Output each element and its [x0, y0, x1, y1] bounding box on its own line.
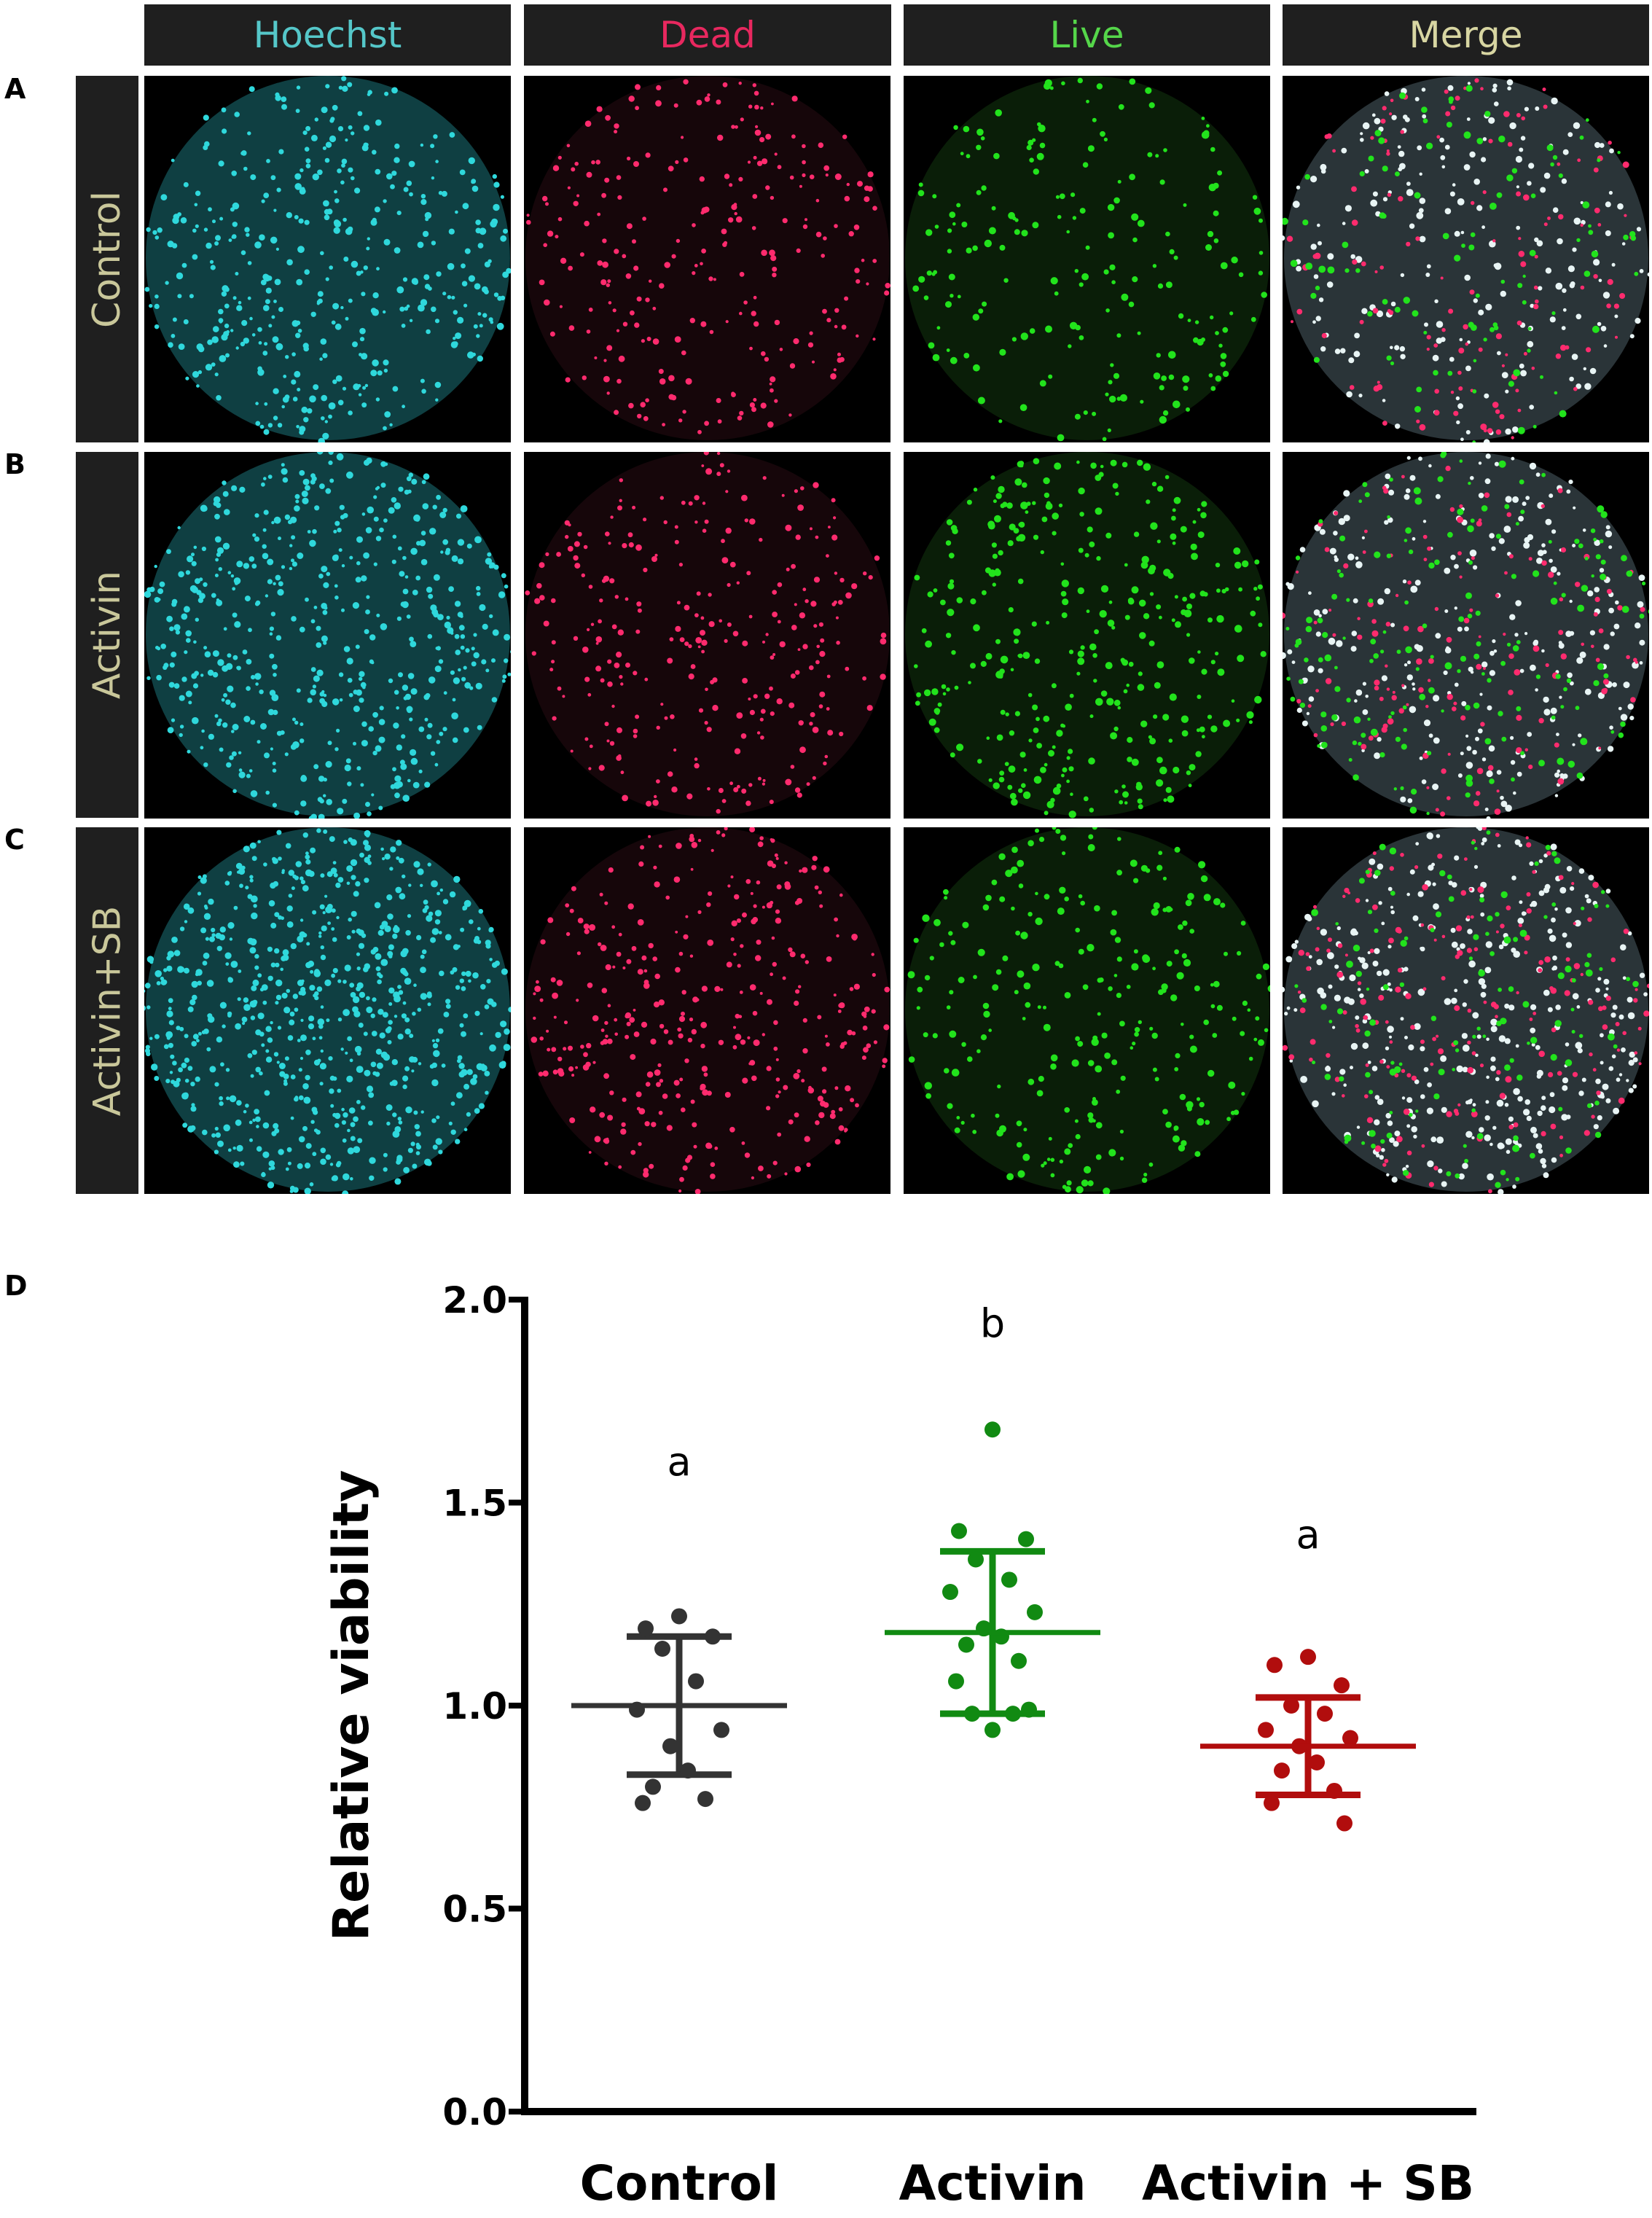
micrograph-activin-merge — [1283, 452, 1649, 819]
micrograph-activin-sb-live — [904, 827, 1270, 1194]
data-point — [1267, 1657, 1283, 1674]
column-header-hoechst: Hoechst — [144, 4, 511, 66]
column-header-live: Live — [904, 4, 1270, 66]
data-point — [1021, 1701, 1037, 1718]
data-point — [1326, 1782, 1342, 1799]
panel-letter-a: A — [4, 73, 26, 105]
micrograph-activin-dead — [524, 452, 890, 819]
panel-letter-c: C — [4, 824, 25, 856]
y-tick-label: 2.0 — [442, 1279, 507, 1321]
column-header-label: Merge — [1409, 14, 1523, 56]
data-point — [964, 1706, 980, 1722]
data-point — [958, 1636, 974, 1653]
data-point — [951, 1523, 967, 1539]
data-point — [654, 1641, 670, 1657]
data-point — [942, 1584, 958, 1601]
data-point — [645, 1778, 661, 1795]
row-label-activin: Activin — [76, 452, 138, 818]
x-category-label: Activin + SB — [1142, 2155, 1474, 2211]
significance-letter: a — [667, 1439, 691, 1485]
data-point — [688, 1673, 704, 1690]
data-point — [705, 1628, 721, 1645]
data-point — [1317, 1706, 1333, 1722]
data-point — [1011, 1652, 1027, 1669]
data-point — [1336, 1815, 1352, 1832]
data-point — [1283, 1698, 1299, 1714]
data-point — [1258, 1722, 1274, 1738]
micrograph-activin-sb-dead — [524, 827, 890, 1194]
y-axis-label: Relative viability — [323, 1470, 380, 1942]
data-point — [1274, 1762, 1290, 1779]
data-point — [1300, 1649, 1316, 1666]
data-point — [671, 1608, 687, 1625]
data-point — [984, 1722, 1001, 1738]
data-point — [1001, 1571, 1017, 1588]
data-point — [662, 1738, 678, 1754]
data-point — [948, 1673, 964, 1690]
data-point — [638, 1620, 654, 1637]
data-point — [697, 1791, 713, 1808]
data-point — [713, 1722, 729, 1738]
column-header-label: Live — [1049, 14, 1124, 56]
micrograph-control-merge — [1283, 76, 1649, 442]
panel-letter-b: B — [4, 448, 26, 480]
micrograph-control-dead — [524, 76, 890, 442]
data-point — [1027, 1604, 1043, 1620]
data-point — [968, 1551, 984, 1568]
data-point — [1264, 1795, 1280, 1811]
panel-letter-d: D — [4, 1270, 28, 1302]
data-point — [1342, 1730, 1358, 1746]
significance-letter: b — [980, 1300, 1005, 1346]
x-category-label: Control — [580, 2155, 779, 2211]
data-point — [984, 1421, 1001, 1438]
y-tick-label: 0.0 — [442, 2091, 507, 2133]
column-header-label: Hoechst — [253, 14, 402, 56]
row-label-control: Control — [76, 76, 138, 442]
x-category-label: Activin — [899, 2155, 1086, 2211]
column-header-merge: Merge — [1283, 4, 1649, 66]
data-point — [1005, 1706, 1021, 1722]
micrograph-activin-hoechst — [144, 452, 511, 819]
y-tick-label: 0.5 — [442, 1889, 507, 1931]
data-point — [635, 1795, 651, 1811]
micrograph-control-hoechst — [144, 76, 511, 442]
y-tick-label: 1.0 — [442, 1685, 507, 1727]
data-point — [1309, 1754, 1325, 1770]
significance-letter: a — [1296, 1512, 1320, 1558]
micrograph-activin-sb-merge — [1283, 827, 1649, 1194]
micrograph-control-live — [904, 76, 1270, 442]
column-header-dead: Dead — [524, 4, 891, 66]
data-point — [680, 1762, 696, 1779]
micrograph-activin-sb-hoechst — [144, 827, 511, 1194]
data-point — [1334, 1677, 1350, 1694]
column-header-label: Dead — [659, 14, 756, 56]
micrograph-activin-live — [904, 452, 1270, 819]
data-point — [1018, 1531, 1034, 1547]
row-label-activin-sb: Activin+SB — [76, 827, 138, 1194]
y-tick-label: 1.5 — [442, 1483, 507, 1525]
